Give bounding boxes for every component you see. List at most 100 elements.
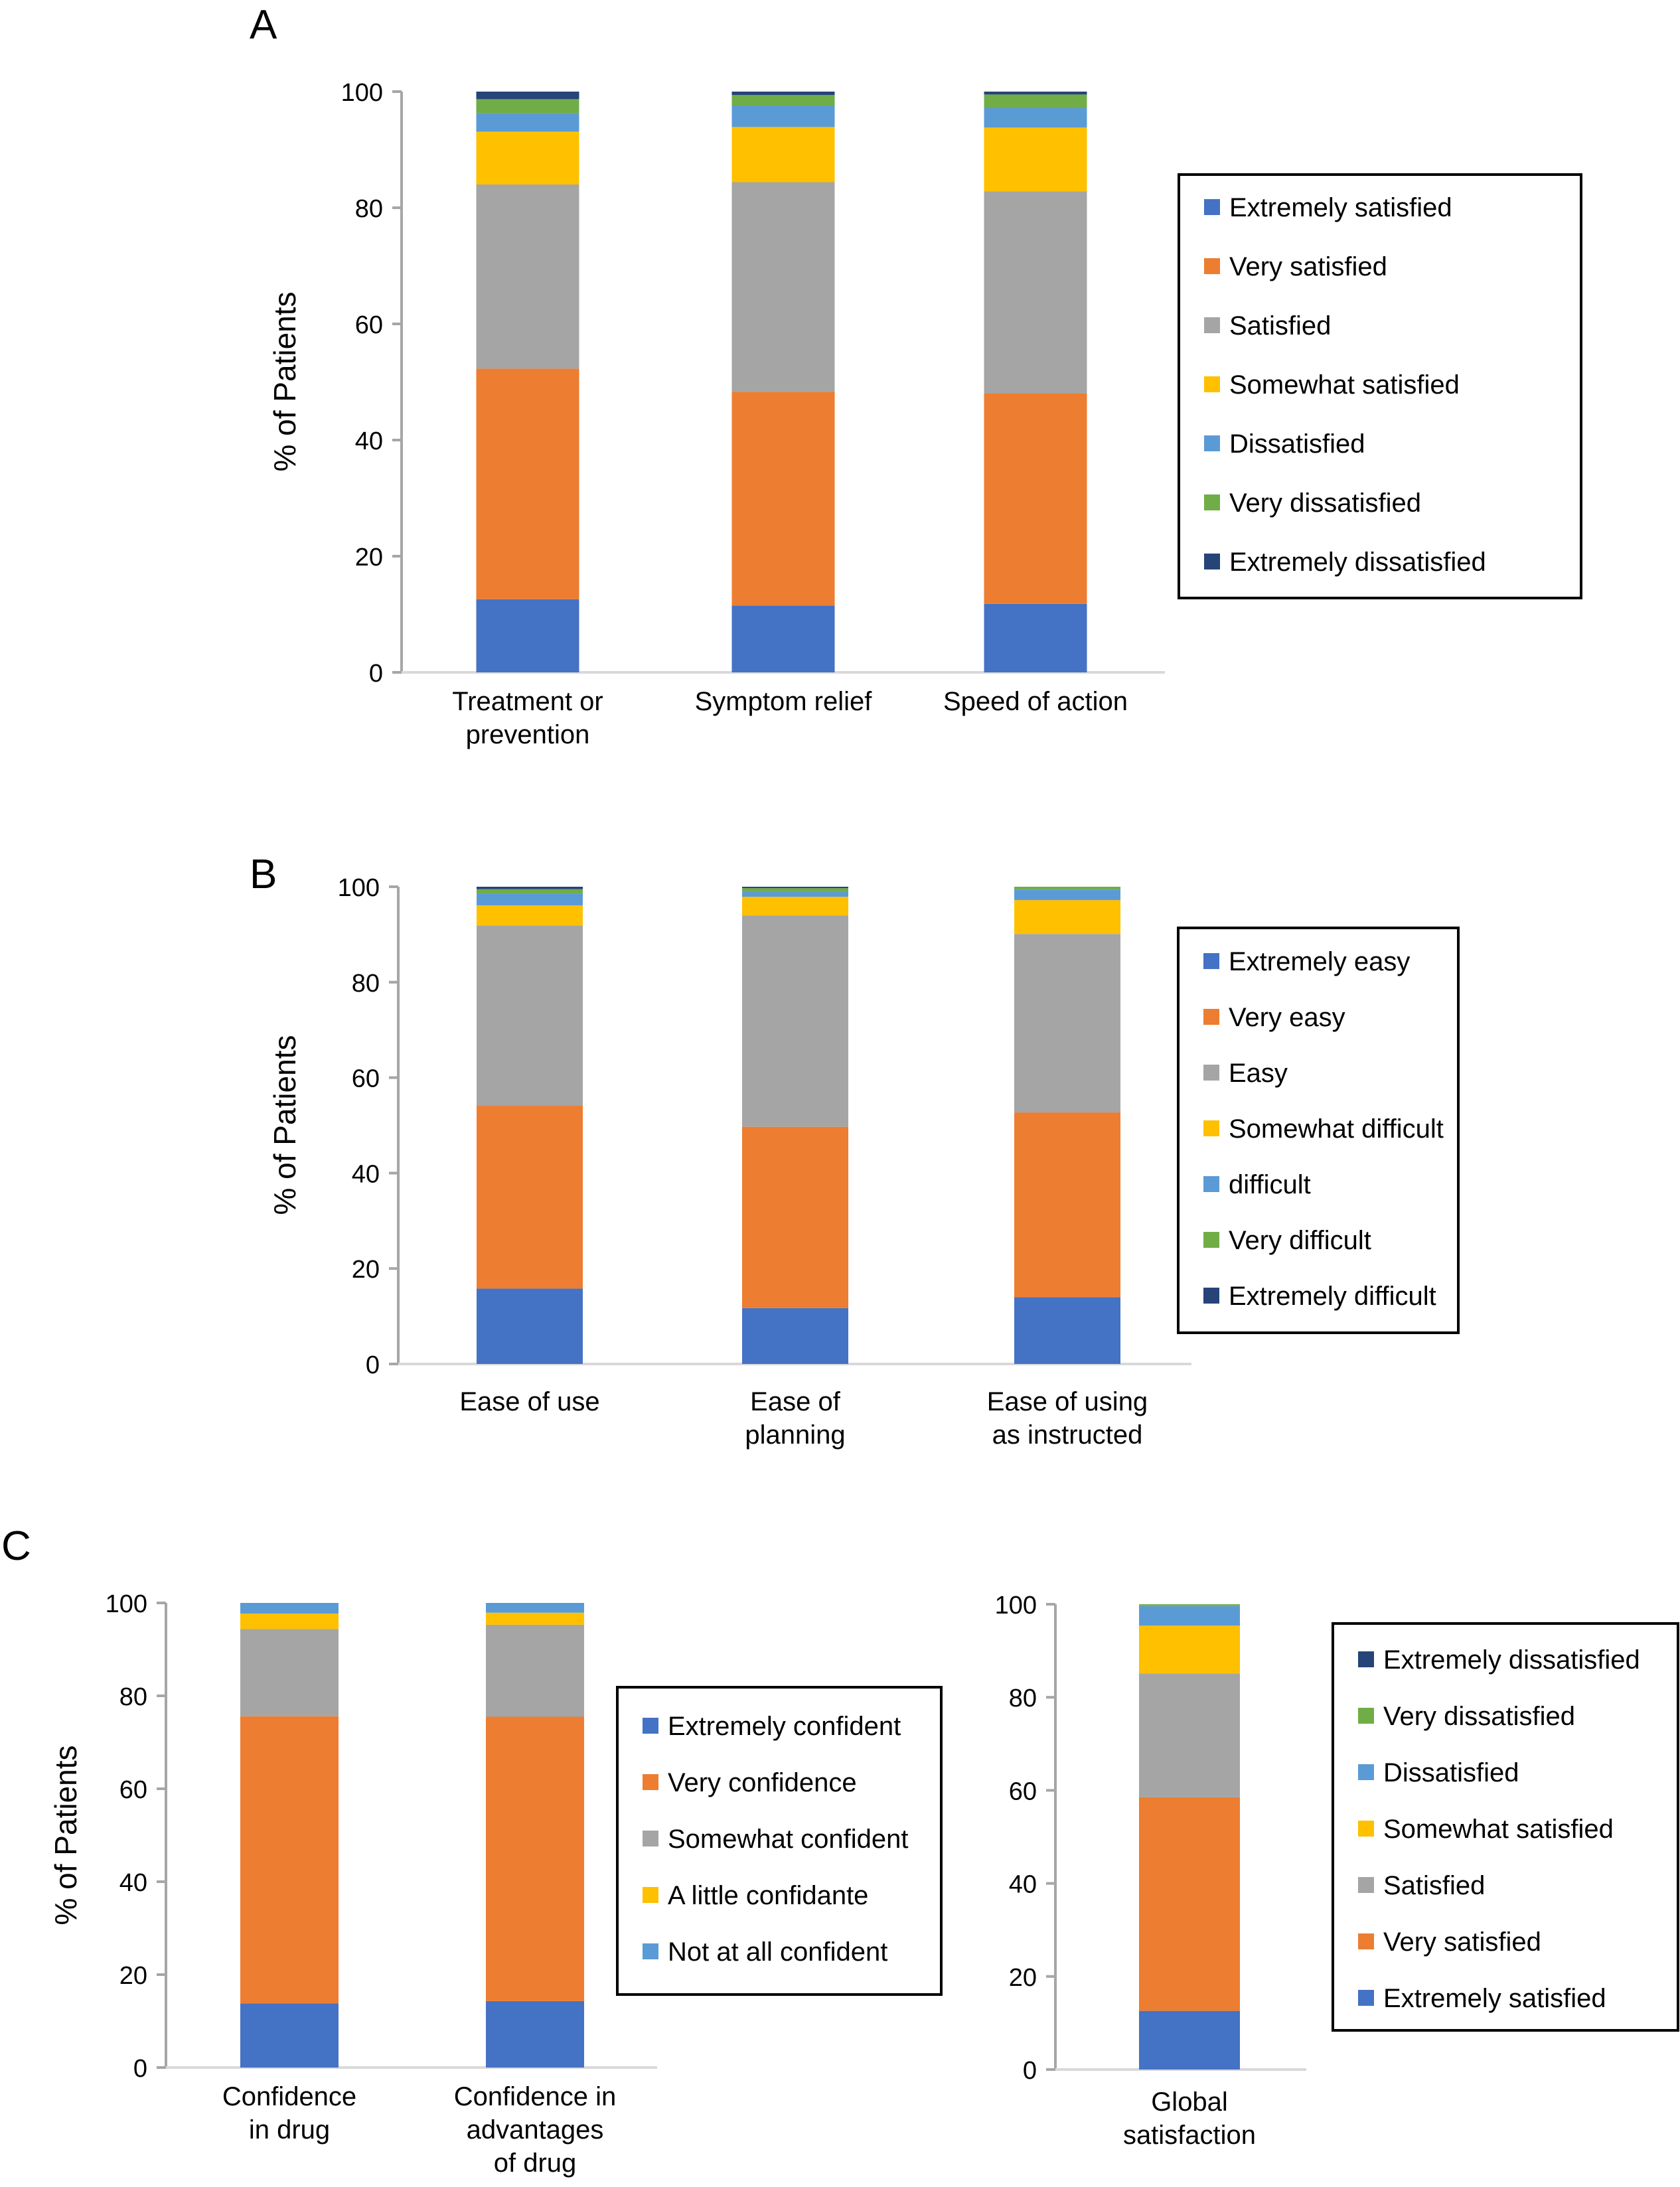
- y-tick-label: 100: [995, 1592, 1037, 1620]
- x-category-label: Ease of using: [987, 1387, 1148, 1416]
- legend-swatch: [643, 1718, 658, 1734]
- bar-segment-very-satisfied: [984, 394, 1087, 604]
- legend-label: Satisfied: [1229, 311, 1331, 340]
- bar-segment-very-confidence: [486, 1716, 584, 2001]
- bar-segment-dissatisfied: [1139, 1606, 1240, 1626]
- legend-swatch: [1204, 435, 1220, 451]
- legend-swatch: [1203, 1176, 1219, 1192]
- panel-label-c: C: [1, 1523, 31, 1569]
- bar-segment-somewhat-difficult: [477, 905, 583, 926]
- legend-label: Very confidence: [668, 1768, 857, 1797]
- bar-segment-easy: [1014, 934, 1120, 1113]
- legend-box: [616, 1686, 943, 1996]
- bar-segment-very-easy: [1014, 1112, 1120, 1298]
- bar-segment-a-little-confidante: [240, 1614, 339, 1629]
- bar-segment-not-at-all-confident: [240, 1603, 339, 1614]
- bar-segment-extremely-easy: [742, 1308, 848, 1364]
- y-tick-label: 80: [352, 970, 380, 998]
- legend-label: Dissatisfied: [1229, 429, 1365, 459]
- bar-segment-very-satisfied: [1139, 1797, 1240, 2011]
- legend-swatch: [1203, 1120, 1219, 1136]
- legend-swatch: [1203, 1288, 1219, 1304]
- x-category-label: in drug: [249, 2115, 330, 2145]
- bar-segment-extremely-dissatisfied: [731, 92, 835, 96]
- bar-segment-difficult: [1014, 889, 1120, 901]
- bar-segment-very-dissatisfied: [1139, 1604, 1240, 1606]
- legend-swatch: [1203, 1232, 1219, 1248]
- x-category-label: Speed of action: [943, 687, 1128, 716]
- y-tick-label: 60: [355, 311, 383, 339]
- bar-segment-a-little-confidante: [486, 1612, 584, 1625]
- bar-segment-somewhat-confident: [486, 1624, 584, 1717]
- y-axis-title: % of Patients: [267, 291, 302, 471]
- panel-label-a: A: [250, 2, 277, 48]
- y-tick-label: 60: [1009, 1777, 1037, 1805]
- x-category-label: prevention: [466, 720, 590, 749]
- bar-segment-somewhat-difficult: [1014, 900, 1120, 935]
- x-category-label: satisfaction: [1123, 2121, 1256, 2150]
- legend-label: Extremely difficult: [1229, 1282, 1436, 1311]
- legend-label: Easy: [1229, 1059, 1288, 1088]
- x-category-label: advantages: [467, 2115, 604, 2145]
- bar-segment-somewhat-confident: [240, 1629, 339, 1716]
- bar-segment-extremely-easy: [477, 1288, 583, 1364]
- y-tick-label: 80: [1009, 1685, 1037, 1712]
- y-tick-label: 0: [133, 2055, 147, 2083]
- x-category-label: as instructed: [992, 1420, 1143, 1450]
- legend-swatch: [643, 1943, 658, 1959]
- y-tick-label: 20: [355, 544, 383, 571]
- y-axis-title: % of Patients: [267, 1035, 302, 1215]
- bar-segment-very-satisfied: [731, 392, 835, 606]
- legend-label: Somewhat satisfied: [1229, 370, 1460, 400]
- y-tick-label: 100: [106, 1590, 147, 1618]
- bar-segment-extremely-satisfied: [984, 603, 1087, 672]
- legend-swatch: [643, 1774, 658, 1790]
- y-tick-label: 0: [366, 1351, 380, 1379]
- bar-segment-satisfied: [1139, 1673, 1240, 1797]
- bar-segment-somewhat-satisfied: [984, 127, 1087, 192]
- chart-panel-c-global: 0 20 40 60 80 100 Global satisfaction Extremely …: [995, 1592, 1679, 2150]
- x-category-label: Ease of: [750, 1387, 841, 1416]
- x-category-label: Confidence: [222, 2082, 356, 2111]
- legend-swatch: [1203, 953, 1219, 969]
- chart-panel-a: 0 20 40 60 80 100 % of Patients Treatment or pre…: [267, 79, 1582, 749]
- y-axis-title: % of Patients: [48, 1745, 83, 1925]
- bar-segment-very-confidence: [240, 1716, 339, 2004]
- bar-segment-somewhat-satisfied: [476, 131, 579, 185]
- legend-label: Extremely confident: [668, 1712, 901, 1741]
- legend-swatch: [1204, 494, 1220, 510]
- bar-segment-somewhat-satisfied: [731, 127, 835, 183]
- legend-swatch: [1203, 1065, 1219, 1081]
- legend-swatch: [1358, 1877, 1374, 1893]
- y-tick-label: 40: [352, 1160, 380, 1188]
- bar-segment-extremely-satisfied: [1139, 2010, 1240, 2070]
- x-category-label: Ease of use: [459, 1387, 599, 1416]
- bar-segment-very-dissatisfied: [476, 99, 579, 113]
- legend-label: Somewhat confident: [668, 1825, 908, 1854]
- legend-swatch: [643, 1831, 658, 1847]
- legend-label: Very satisfied: [1229, 252, 1387, 281]
- legend-box: [1177, 927, 1460, 1334]
- y-tick-label: 80: [355, 195, 383, 223]
- y-tick-label: 40: [119, 1869, 147, 1897]
- bar-segment-very-difficult: [477, 889, 583, 894]
- bar-segment-extremely-confident: [240, 2003, 339, 2068]
- legend-swatch: [1358, 1708, 1374, 1724]
- legend-label: Extremely satisfied: [1383, 1984, 1606, 2013]
- bar-segment-somewhat-difficult: [742, 897, 848, 916]
- legend-label: Satisfied: [1383, 1871, 1485, 1900]
- legend-label: Very easy: [1229, 1003, 1345, 1032]
- legend-swatch: [1203, 1009, 1219, 1025]
- y-tick-label: 40: [355, 427, 383, 455]
- legend-swatch: [1204, 317, 1220, 333]
- legend-label: Dissatisfied: [1383, 1758, 1519, 1787]
- y-tick-label: 60: [119, 1776, 147, 1804]
- y-tick-label: 100: [341, 79, 383, 107]
- bar-segment-very-satisfied: [476, 368, 579, 599]
- legend-label: A little confidante: [668, 1881, 868, 1910]
- x-category-label: planning: [745, 1420, 845, 1450]
- bar-segment-extremely-easy: [1014, 1297, 1120, 1364]
- y-tick-label: 0: [1023, 2057, 1037, 2085]
- legend-label: Very dissatisfied: [1229, 489, 1421, 518]
